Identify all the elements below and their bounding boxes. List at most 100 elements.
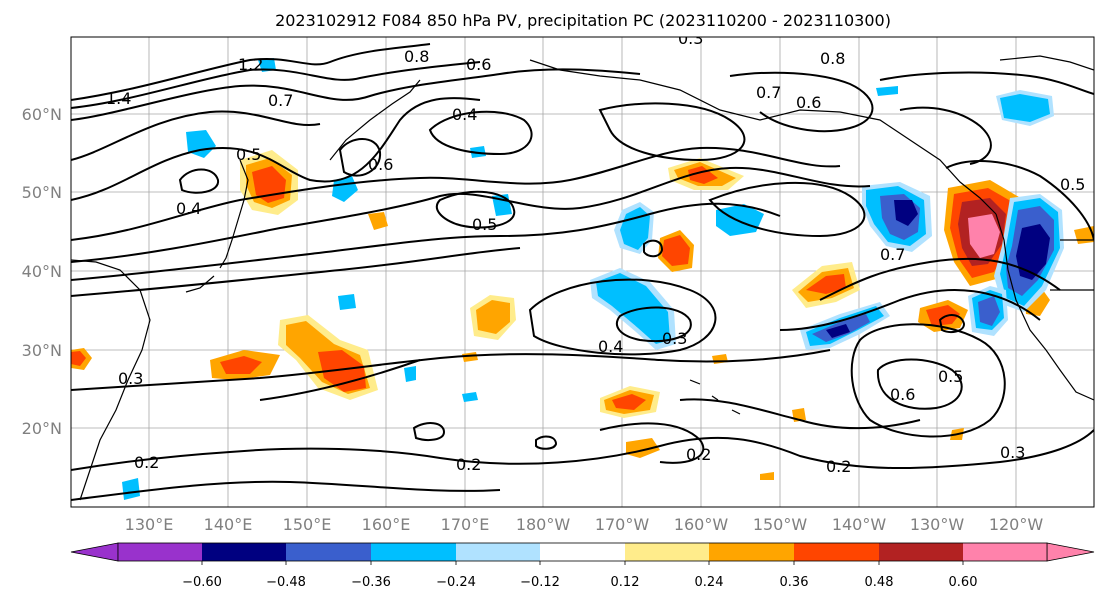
pv-contour <box>71 429 1094 471</box>
coastline-japan <box>185 159 249 293</box>
contour-label: 0.3 <box>662 329 687 348</box>
colorbar-segment <box>202 543 286 561</box>
precip-shading <box>71 58 1094 500</box>
state-border <box>1050 239 1094 291</box>
lat-tick-label: 40°N <box>22 262 62 281</box>
map-frame <box>70 36 1095 508</box>
colorbar-segment <box>879 543 963 561</box>
precip-patch <box>1016 224 1050 280</box>
pv-contour <box>71 43 431 101</box>
precip-patch <box>338 294 356 310</box>
colorbar-segment <box>540 543 625 561</box>
colorbar-ticks <box>201 561 964 565</box>
lat-tick-label: 30°N <box>22 341 62 360</box>
pv-contour <box>259 359 421 401</box>
precip-patch <box>620 207 650 250</box>
pv-contour <box>71 110 321 161</box>
pv-contour <box>535 435 558 450</box>
coastline-kamchatka <box>329 79 421 161</box>
coastline-alaska <box>529 59 997 215</box>
pv-contour <box>876 358 963 410</box>
colorbar-segment <box>456 543 540 561</box>
pv-contour <box>708 181 866 238</box>
colorbar-tick-label: 0.48 <box>865 575 894 590</box>
precip-patch <box>662 235 690 266</box>
colorbar-tick-label: 0.36 <box>780 575 809 590</box>
lon-tick-label: 130°E <box>125 515 174 534</box>
contour-label: 0.7 <box>268 91 293 110</box>
precip-patch <box>968 214 1000 258</box>
contour-label: 0.2 <box>134 453 159 472</box>
contour-label: 0.8 <box>404 47 429 66</box>
colorbar-segment <box>286 543 371 561</box>
latitude-labels: 60°N 50°N 40°N 30°N 20°N <box>22 105 62 438</box>
pv-contour <box>435 190 516 229</box>
precip-patch <box>978 296 1000 326</box>
colorbar-tick-label: −0.48 <box>266 575 306 590</box>
lon-tick-label: 140°W <box>832 515 887 534</box>
colorbar-extend-max <box>1046 542 1095 562</box>
contour-label: 0.6 <box>368 155 393 174</box>
contour-label: 1.2 <box>238 55 263 74</box>
colorbar-tick-label: −0.36 <box>351 575 391 590</box>
pv-contour <box>71 202 781 281</box>
pv-contour <box>615 306 692 342</box>
colorbar-tick-labels: −0.60 −0.48 −0.36 −0.24 −0.12 0.12 0.24 … <box>182 575 977 590</box>
precip-patch <box>404 366 416 382</box>
lat-tick-label: 20°N <box>22 419 62 438</box>
coastlines <box>71 55 1094 501</box>
contour-label: 0.3 <box>678 29 703 48</box>
colorbar: −0.60 −0.48 −0.36 −0.24 −0.12 0.12 0.24 … <box>70 542 1095 590</box>
lon-tick-label: 150°W <box>753 515 808 534</box>
precip-patch <box>476 300 510 334</box>
contour-label: 0.4 <box>176 199 201 218</box>
colorbar-segment <box>625 543 709 561</box>
lat-tick-label: 50°N <box>22 183 62 202</box>
pv-contour <box>71 97 481 201</box>
coastline-hawaii <box>689 379 741 415</box>
colorbar-tick-label: 0.24 <box>695 575 724 590</box>
colorbar-segment <box>118 543 202 561</box>
lon-tick-label: 120°W <box>989 515 1044 534</box>
precip-patch <box>122 478 140 500</box>
pv-contour <box>945 160 1094 241</box>
pv-contour <box>779 288 1041 331</box>
longitude-labels: 130°E 140°E 150°E 160°E 170°E 180°W 170°… <box>125 515 1044 534</box>
pv-contour <box>428 110 533 156</box>
pv-contour <box>71 247 521 297</box>
pv-contour <box>850 323 1006 438</box>
contour-label: 0.7 <box>880 245 905 264</box>
precip-patch <box>612 394 646 410</box>
precip-patch <box>716 204 764 236</box>
contour-label: 0.5 <box>472 215 497 234</box>
lon-tick-label: 170°W <box>595 515 650 534</box>
pv-contour <box>729 71 874 133</box>
precip-patch <box>71 351 86 366</box>
pv-contour <box>643 239 664 258</box>
precip-patch <box>806 274 846 294</box>
pv-contour <box>938 314 966 333</box>
pv-contour <box>338 138 382 177</box>
pv-contour <box>71 146 841 241</box>
pv-contour <box>71 480 501 501</box>
coastline-canada <box>999 55 1094 71</box>
pv-contour <box>819 257 1061 301</box>
lat-tick-label: 60°N <box>22 105 62 124</box>
pv-contour <box>598 102 746 162</box>
lon-tick-label: 130°W <box>910 515 965 534</box>
contour-label: 0.3 <box>1000 443 1025 462</box>
colorbar-tick-label: 0.12 <box>611 575 640 590</box>
pv-contour <box>71 166 871 263</box>
contour-label: 0.4 <box>598 337 623 356</box>
colorbar-tick-label: −0.12 <box>520 575 560 590</box>
map-panel: 1.4 1.2 0.8 0.7 0.5 0.4 0.6 0.3 0.8 0.7 … <box>70 29 1095 508</box>
precip-patch <box>926 305 960 326</box>
contour-label: 1.4 <box>106 89 131 108</box>
pv-contour <box>71 349 831 391</box>
precip-negative-patches <box>122 58 1064 500</box>
pv-contour <box>412 422 446 441</box>
precip-patch <box>1000 94 1050 122</box>
colorbar-tick-label: 0.60 <box>949 575 978 590</box>
contour-label: 0.3 <box>118 369 143 388</box>
